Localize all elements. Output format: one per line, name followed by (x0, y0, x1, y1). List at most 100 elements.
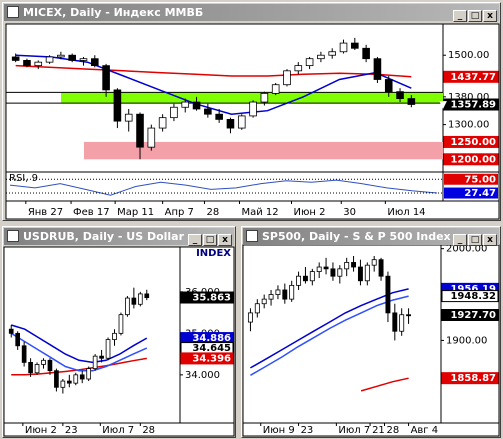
moving-average (250, 288, 409, 369)
candle-body (283, 70, 291, 86)
price-marker-label: 1956.19 (450, 284, 496, 295)
candle-body (261, 298, 267, 305)
x-tick-label: Мар 11 (117, 207, 154, 218)
time-axis (242, 422, 500, 437)
title-bar[interactable]: USDRUB, Daily - US Dollar _ □ x (4, 228, 234, 247)
candle-body (399, 314, 405, 332)
x-tick-label: Июн 9 (263, 425, 295, 436)
candle-body (364, 264, 370, 282)
price-marker-label: ▼ 1357.89 (439, 100, 496, 111)
zone (84, 141, 443, 160)
candle-body (118, 314, 124, 334)
x-tick-label: Апр 7 (165, 207, 194, 218)
candle-body (289, 284, 295, 300)
candle-body (57, 54, 65, 58)
candle-body (21, 345, 27, 363)
time-axis (5, 200, 500, 220)
icon (7, 6, 19, 18)
title-bar[interactable]: SP500, Daily - S & P 500 Index _ □ x (243, 228, 499, 246)
icon (7, 230, 19, 242)
candle-body (204, 108, 212, 115)
minimize[interactable]: _ (188, 234, 202, 246)
candle-body (282, 289, 288, 300)
minimize[interactable]: _ (453, 234, 467, 246)
candle-body (317, 54, 325, 60)
x-tick-label: 23 (65, 425, 78, 436)
candle-body (192, 101, 201, 110)
window-buttons: _ □ x (187, 230, 232, 247)
candle-body (407, 98, 416, 105)
candle-body (385, 275, 391, 314)
rsi-label: RSI, 9 (9, 173, 38, 184)
maximize[interactable]: □ (203, 234, 217, 246)
x-tick-label: Июл 7 (338, 425, 370, 436)
candle-body (147, 127, 156, 148)
minimize[interactable]: _ (453, 10, 467, 22)
candle-body (102, 65, 110, 91)
x-tick-label: 28 (387, 425, 400, 436)
candle-body (351, 42, 359, 49)
maximize[interactable]: □ (468, 10, 482, 22)
window: 36.00035.00034.00035.86334.88634.64534.3… (2, 226, 236, 438)
price-marker-label: 1200.00 (450, 154, 496, 165)
price-marker (441, 309, 499, 322)
close[interactable]: x (483, 10, 497, 22)
rsi-line (9, 179, 438, 196)
close[interactable]: x (483, 234, 497, 246)
axis-header-bg (181, 248, 233, 258)
window: 2000.00 1900.00 1956.19 1948.32 1927.70 1858.… (241, 226, 501, 438)
y-tick-label: 1900.00 (446, 335, 487, 346)
x-tick-label: Май 12 (242, 207, 279, 218)
rsi-marker (444, 187, 498, 199)
candle-body (337, 268, 343, 277)
x-tick-label: 30 (343, 207, 356, 218)
candle-body (54, 370, 59, 388)
price-marker-label: 35.863 (192, 293, 231, 304)
candle-body (68, 54, 76, 61)
price-marker (180, 352, 234, 365)
moving-average (15, 54, 412, 115)
price-marker-label: 1250.00 (450, 137, 496, 148)
candle-body (309, 271, 315, 282)
candle-body (124, 113, 133, 122)
maximize[interactable]: □ (468, 234, 482, 246)
candle-body (92, 355, 98, 370)
price-marker-label: 1437.77 (450, 72, 496, 83)
close[interactable]: x (218, 234, 232, 246)
window-title: SP500, Daily - S & P 500 Index (262, 230, 451, 243)
x-tick-label: Июл 7 (102, 425, 134, 436)
x-tick-label: Янв 27 (28, 207, 63, 218)
candle-body (131, 297, 137, 305)
candle-body (136, 113, 144, 148)
candle-body (378, 259, 384, 277)
candle-body (371, 259, 377, 266)
window-title: MICEX, Daily - Индекс ММВБ (23, 6, 204, 19)
x-tick-label: Авг 4 (411, 425, 439, 436)
candle-body (305, 58, 314, 67)
candle-body (170, 106, 178, 119)
price-marker-label: 34.396 (192, 353, 231, 364)
icon (246, 230, 258, 242)
candle-body (254, 303, 260, 314)
candle-body (316, 266, 322, 273)
candle-body (339, 42, 348, 53)
candle-body (137, 293, 143, 305)
moving-average (250, 295, 409, 376)
x-tick-label: Июл 14 (387, 207, 425, 218)
price-axis (440, 244, 500, 424)
candle-body (275, 289, 281, 295)
window: 1500.00 1380.00 1300.00 1437.77 ▼ 1357.89 125… (2, 2, 501, 221)
candle-body (237, 115, 246, 129)
chart: 36.00035.00034.00035.86334.88634.64534.3… (3, 246, 235, 437)
candle-body (79, 374, 85, 380)
y-tick-label: 1380.00 (448, 92, 489, 103)
candle-body (362, 47, 370, 60)
candle-body (23, 60, 31, 67)
candle-body (392, 312, 398, 332)
rsi-marker (444, 173, 498, 185)
candle-body (15, 332, 21, 347)
title-bar[interactable]: MICEX, Daily - Индекс ММВБ _ □ x (4, 4, 499, 22)
candle-body (45, 56, 54, 63)
